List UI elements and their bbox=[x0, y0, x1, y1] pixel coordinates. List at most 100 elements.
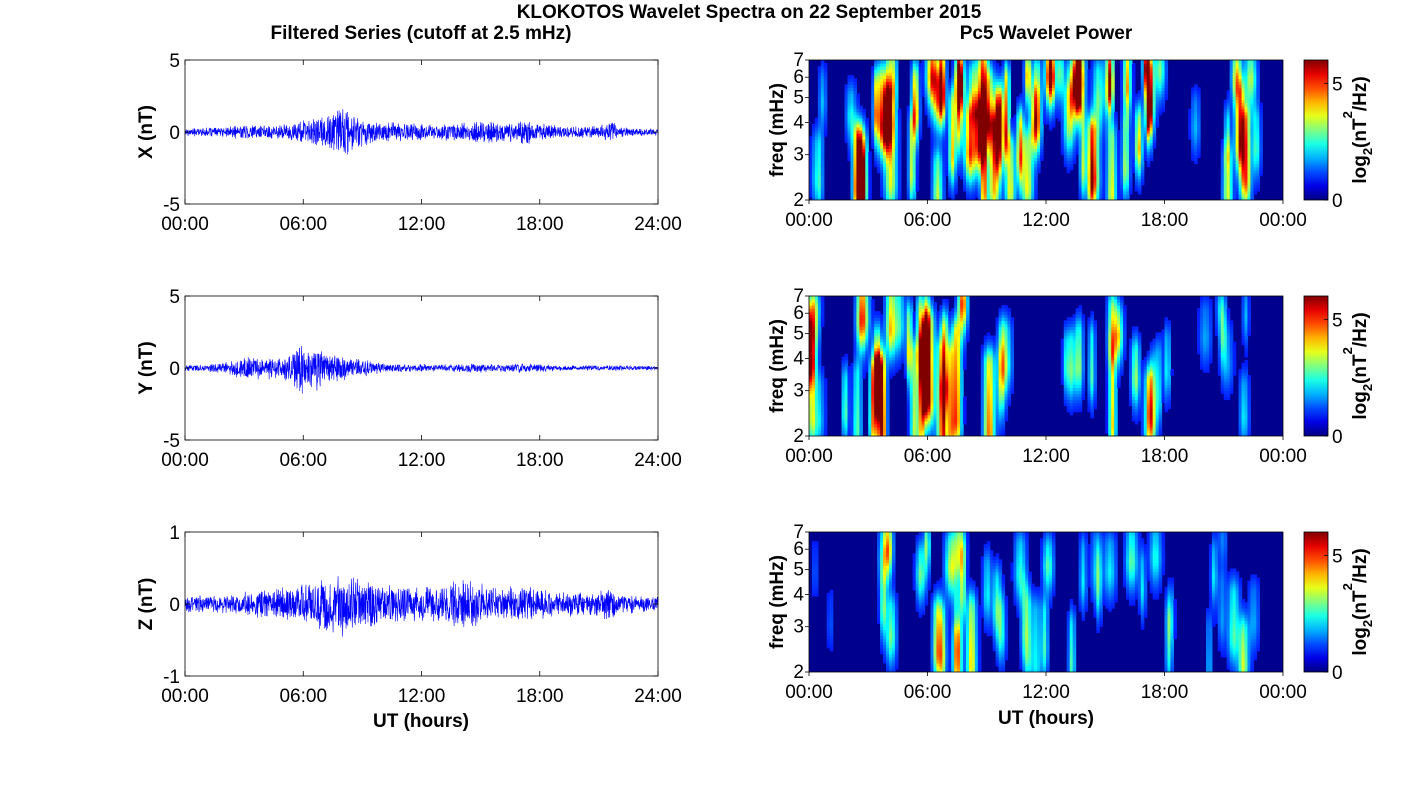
power-cell bbox=[1040, 111, 1044, 116]
power-cell bbox=[1069, 133, 1074, 137]
power-cell bbox=[1146, 60, 1151, 64]
power-cell bbox=[1164, 96, 1169, 101]
power-cell bbox=[1037, 166, 1041, 171]
power-cell bbox=[1128, 148, 1133, 152]
power-cell bbox=[945, 60, 949, 64]
power-cell bbox=[1247, 63, 1252, 67]
power-cell bbox=[1078, 75, 1083, 79]
power-cell bbox=[817, 96, 822, 101]
power-cell bbox=[1069, 66, 1074, 70]
power-cell bbox=[1102, 75, 1106, 79]
power-cell bbox=[977, 105, 982, 110]
power-cell bbox=[930, 190, 935, 195]
power-cell bbox=[883, 190, 887, 195]
power-cell bbox=[1081, 163, 1086, 168]
power-cell bbox=[977, 60, 982, 64]
power-cell bbox=[891, 123, 896, 128]
power-cell bbox=[811, 160, 816, 165]
power-cell bbox=[1099, 190, 1103, 195]
power-cell bbox=[989, 136, 994, 140]
power-cell bbox=[1093, 172, 1097, 177]
power-cell bbox=[1220, 196, 1225, 200]
figure-title: KLOKOTOS Wavelet Spectra on 22 September… bbox=[517, 2, 982, 23]
power-cell bbox=[968, 75, 973, 79]
power-cell bbox=[850, 105, 855, 110]
power-cell bbox=[1031, 111, 1035, 116]
power-cell bbox=[1111, 148, 1115, 152]
power-cell bbox=[933, 75, 937, 79]
power-cell bbox=[930, 145, 935, 149]
power-cell bbox=[1123, 93, 1127, 98]
power-cell bbox=[1090, 90, 1094, 95]
power-cell bbox=[992, 148, 997, 152]
power-cell bbox=[865, 126, 869, 131]
power-cell bbox=[814, 133, 819, 137]
power-cell bbox=[1087, 136, 1092, 140]
power-cell bbox=[820, 93, 825, 98]
power-cell bbox=[1220, 142, 1225, 146]
power-cell bbox=[1238, 178, 1243, 183]
power-cell bbox=[945, 126, 949, 131]
power-cell bbox=[942, 75, 946, 79]
power-cell bbox=[1146, 78, 1151, 82]
power-cell bbox=[844, 90, 849, 95]
power-cell bbox=[1241, 169, 1246, 174]
power-cell bbox=[1197, 120, 1201, 125]
power-cell bbox=[853, 133, 857, 137]
power-cell bbox=[1028, 145, 1032, 149]
power-cell bbox=[853, 84, 857, 88]
power-cell bbox=[1131, 78, 1136, 82]
power-cell bbox=[883, 130, 887, 134]
power-cell bbox=[1022, 114, 1026, 119]
power-cell bbox=[1256, 75, 1260, 79]
power-cell bbox=[874, 142, 878, 146]
power-cell bbox=[1223, 181, 1228, 186]
power-cell bbox=[817, 133, 822, 137]
power-cell bbox=[1253, 142, 1257, 146]
power-cell bbox=[966, 145, 970, 149]
power-cell bbox=[974, 93, 979, 98]
power-cell bbox=[1137, 93, 1142, 98]
power-cell bbox=[1247, 81, 1252, 85]
power-cell bbox=[1117, 133, 1121, 137]
power-cell bbox=[1081, 157, 1086, 162]
power-cell bbox=[1194, 130, 1198, 134]
power-cell bbox=[1158, 69, 1163, 73]
power-cell bbox=[948, 151, 952, 155]
power-cell bbox=[871, 102, 875, 107]
power-cell bbox=[1128, 139, 1133, 143]
power-cell bbox=[850, 123, 855, 128]
power-cell bbox=[1096, 136, 1100, 140]
power-cell bbox=[1253, 145, 1257, 149]
power-cell bbox=[995, 190, 1000, 195]
power-cell bbox=[960, 66, 964, 70]
power-cell bbox=[853, 172, 857, 177]
power-cell bbox=[936, 166, 940, 171]
power-cell bbox=[1099, 145, 1103, 149]
power-cell bbox=[888, 142, 893, 146]
power-cell bbox=[1028, 90, 1032, 95]
power-cell bbox=[1025, 136, 1029, 140]
power-cell bbox=[1108, 172, 1112, 177]
power-cell bbox=[856, 108, 860, 113]
power-cell bbox=[1149, 60, 1154, 64]
power-cell bbox=[1046, 117, 1050, 122]
power-cell bbox=[886, 87, 890, 92]
power-cell bbox=[1244, 181, 1249, 186]
power-cell bbox=[1123, 60, 1127, 64]
power-cell bbox=[1016, 126, 1020, 131]
power-cell bbox=[1194, 111, 1198, 116]
power-cell bbox=[936, 123, 940, 128]
power-cell bbox=[989, 139, 994, 143]
y-tick-label: -5 bbox=[163, 431, 180, 452]
power-cell bbox=[1108, 136, 1112, 140]
power-cell bbox=[1111, 81, 1115, 85]
power-cell bbox=[814, 130, 819, 134]
power-cell bbox=[814, 120, 819, 125]
power-cell bbox=[989, 87, 994, 92]
power-cell bbox=[1149, 96, 1154, 101]
power-cell bbox=[989, 154, 994, 158]
power-cell bbox=[1111, 102, 1115, 107]
power-cell bbox=[1022, 63, 1026, 67]
power-cell bbox=[868, 190, 872, 195]
